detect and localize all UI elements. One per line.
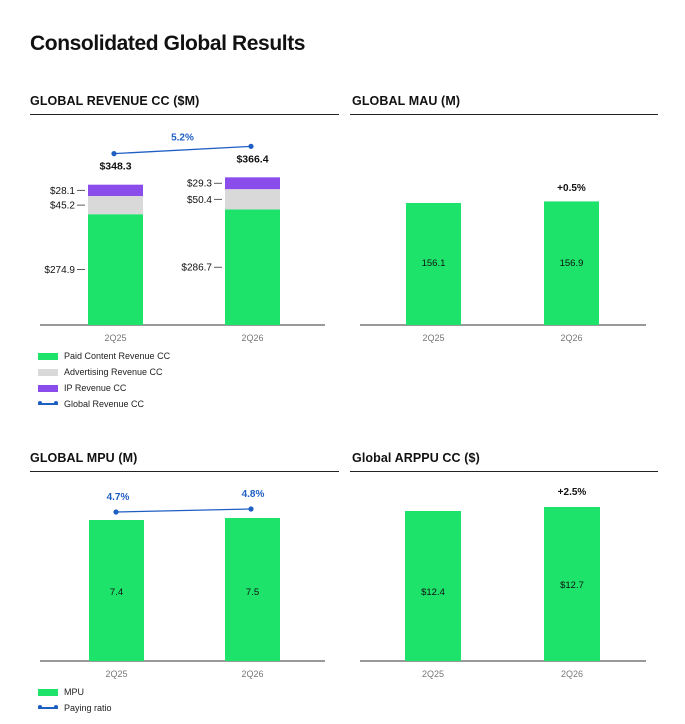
- legend-label-advertising: Advertising Revenue CC: [64, 367, 163, 377]
- revenue-data-label-advertising: $50.4: [187, 195, 212, 206]
- revenue-x-label: 2Q25: [104, 333, 126, 343]
- mau-x-label: 2Q25: [422, 333, 444, 343]
- legend-swatch-advertising: [38, 368, 58, 376]
- mau-title-rule: [350, 114, 658, 115]
- legend-label-mpu: MPU: [64, 687, 84, 697]
- legend-swatch-global-revenue: [38, 400, 58, 408]
- arppu-bar: [544, 507, 600, 661]
- arppu-title-rule: [350, 471, 658, 472]
- mau-data-label: 156.9: [560, 258, 584, 269]
- mpu-paying-ratio-label: 4.8%: [242, 489, 265, 500]
- mpu-x-label: 2Q25: [105, 669, 127, 679]
- mpu-chart-title: GLOBAL MPU (M): [30, 451, 138, 465]
- revenue-chart-title: GLOBAL REVENUE CC ($M): [30, 94, 200, 108]
- revenue-line: [113, 145, 252, 155]
- revenue-growth-label: 5.2%: [171, 132, 194, 143]
- revenue-bar-paid-content: [225, 209, 280, 325]
- revenue-total-label: $366.4: [236, 153, 268, 165]
- revenue-data-label-advertising: $45.2: [50, 201, 75, 212]
- revenue-data-label-paid-content: $274.9: [44, 265, 75, 276]
- revenue-total-label: $348.3: [99, 161, 131, 173]
- revenue-line-point: [248, 143, 254, 149]
- mpu-paying-ratio-label: 4.7%: [107, 492, 130, 503]
- legend-item-global-revenue: Global Revenue CC: [38, 396, 170, 412]
- mpu-x-label: 2Q26: [241, 669, 263, 679]
- legend-swatch-mpu: [38, 688, 58, 696]
- arppu-x-label: 2Q25: [422, 669, 444, 679]
- revenue-bar-ip: [225, 177, 280, 190]
- arppu-data-label: $12.7: [560, 580, 584, 591]
- legend-label-ip: IP Revenue CC: [64, 383, 127, 393]
- mau-data-label: 156.1: [422, 258, 446, 269]
- mpu-line-point: [113, 509, 119, 515]
- legend-swatch-paid-content: [38, 352, 58, 360]
- mau-bar: [406, 203, 461, 325]
- revenue-title-rule: [30, 114, 339, 115]
- revenue-bar-ip: [88, 184, 143, 196]
- legend-label-global-revenue: Global Revenue CC: [64, 399, 145, 409]
- revenue-bar-advertising: [88, 195, 143, 215]
- revenue-data-label-paid-content: $286.7: [181, 263, 212, 274]
- legend-item-advertising: Advertising Revenue CC: [38, 364, 170, 380]
- page-title: Consolidated Global Results: [30, 32, 306, 55]
- legend-swatch-ip: [38, 384, 58, 392]
- legend-item-paid-content: Paid Content Revenue CC: [38, 348, 170, 364]
- mpu-bar: [89, 520, 144, 661]
- legend-item-mpu: MPU: [38, 684, 112, 700]
- mau-change-label: +0.5%: [557, 183, 586, 194]
- legend-label-paid-content: Paid Content Revenue CC: [64, 351, 171, 361]
- mpu-bar: [225, 518, 280, 661]
- mpu-title-rule: [30, 471, 339, 472]
- legend-swatch-paying-ratio: [38, 704, 58, 712]
- arppu-data-label: $12.4: [421, 587, 445, 598]
- mpu-line: [115, 508, 252, 513]
- mpu-legend: MPU Paying ratio: [38, 684, 112, 716]
- arppu-chart-title: Global ARPPU CC ($): [352, 451, 480, 465]
- legend-item-ip: IP Revenue CC: [38, 380, 170, 396]
- revenue-bar-paid-content: [88, 214, 143, 325]
- arppu-change-label: +2.5%: [558, 487, 587, 498]
- mpu-data-label: 7.4: [110, 587, 123, 598]
- revenue-bar-advertising: [225, 189, 280, 210]
- mau-bar: [544, 201, 599, 325]
- mau-chart-title: GLOBAL MAU (M): [352, 94, 461, 108]
- revenue-legend: Paid Content Revenue CC Advertising Reve…: [38, 348, 170, 412]
- legend-label-paying-ratio: Paying ratio: [64, 703, 112, 713]
- mpu-data-label: 7.5: [246, 587, 259, 598]
- legend-item-paying-ratio: Paying ratio: [38, 700, 112, 716]
- revenue-data-label-ip: $29.3: [187, 179, 212, 190]
- arppu-bar: [405, 511, 461, 661]
- revenue-data-label-ip: $28.1: [50, 186, 75, 197]
- revenue-line-point: [111, 151, 117, 157]
- mau-x-label: 2Q26: [560, 333, 582, 343]
- arppu-x-label: 2Q26: [561, 669, 583, 679]
- revenue-x-label: 2Q26: [241, 333, 263, 343]
- mpu-line-point: [248, 506, 254, 512]
